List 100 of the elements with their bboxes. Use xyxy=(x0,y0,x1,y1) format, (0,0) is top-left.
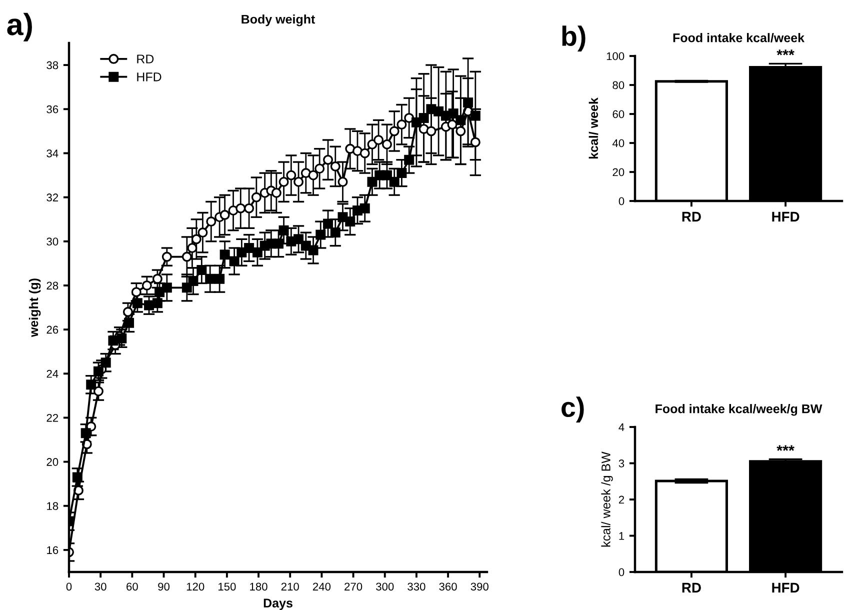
y-tick-label: 3 xyxy=(618,460,624,468)
text: b) xyxy=(562,26,586,52)
y-tick-label: 16 xyxy=(47,546,58,554)
point xyxy=(196,265,207,276)
point xyxy=(448,108,458,119)
point xyxy=(244,203,254,214)
point xyxy=(463,98,474,108)
point xyxy=(108,336,118,346)
point xyxy=(396,168,407,178)
y-tick-label: 28 xyxy=(46,282,58,290)
point xyxy=(72,472,82,482)
point xyxy=(456,115,466,126)
point xyxy=(214,274,225,284)
point xyxy=(205,274,216,284)
point xyxy=(308,245,318,256)
point xyxy=(229,256,240,266)
annotation: *** xyxy=(776,50,794,56)
point xyxy=(274,238,284,249)
x-tick-label: 30 xyxy=(94,582,106,591)
y-tick-label: 32 xyxy=(46,194,58,202)
y-axis-title: kcal/ week /g BW xyxy=(601,452,613,547)
point xyxy=(152,274,162,284)
point xyxy=(404,112,414,123)
point xyxy=(300,168,311,178)
point xyxy=(86,380,96,390)
point xyxy=(389,126,400,136)
point xyxy=(456,126,466,136)
y-tick-label: 20 xyxy=(612,168,624,176)
y-tick-label: 60 xyxy=(612,110,624,118)
point xyxy=(316,230,326,240)
y-tick-label: 26 xyxy=(46,326,58,334)
point xyxy=(330,161,340,172)
y-tick-label: 24 xyxy=(46,370,58,378)
y-tick-label: 80 xyxy=(612,81,624,90)
point xyxy=(182,252,192,262)
y-tick-label: 20 xyxy=(46,458,58,466)
point xyxy=(294,176,304,187)
x-tick-label: 360 xyxy=(439,582,457,591)
text: c) xyxy=(562,396,584,423)
point xyxy=(286,170,296,180)
point xyxy=(308,170,318,180)
y-tick-label: 38 xyxy=(46,61,58,70)
y-tick-label: 4 xyxy=(618,423,624,432)
x-tick-label: 90 xyxy=(158,582,170,591)
point xyxy=(360,203,370,214)
y-tick-label: 2 xyxy=(618,496,624,504)
point xyxy=(191,234,202,244)
point xyxy=(374,134,384,145)
y-tick-label: 36 xyxy=(46,105,58,114)
x-tick-label: 330 xyxy=(408,582,426,591)
x-tick-label: HFD xyxy=(772,582,800,592)
point xyxy=(367,176,378,187)
point xyxy=(236,203,246,214)
point xyxy=(244,242,254,253)
text: a) xyxy=(7,12,32,42)
y-tick-label: 22 xyxy=(46,414,58,422)
point xyxy=(426,126,436,136)
point xyxy=(345,216,356,227)
chart-title: Food intake kcal/week xyxy=(673,33,805,42)
point xyxy=(100,358,111,368)
point xyxy=(404,154,414,165)
point xyxy=(152,298,162,308)
y-tick-label: 34 xyxy=(46,149,58,158)
point xyxy=(382,139,392,150)
y-tick-label: 0 xyxy=(618,197,624,206)
point xyxy=(294,234,304,244)
x-tick-label: 60 xyxy=(126,582,138,591)
y-tick-label: 18 xyxy=(47,502,58,510)
point xyxy=(144,300,154,310)
point xyxy=(382,170,392,180)
x-tick-label: 150 xyxy=(218,582,236,591)
point xyxy=(252,247,262,258)
y-axis-title: weight (g) xyxy=(28,278,41,338)
point xyxy=(220,250,230,260)
point xyxy=(278,225,289,236)
x-tick-label: 180 xyxy=(250,582,268,591)
y-tick-label: 30 xyxy=(46,238,58,246)
point xyxy=(142,280,152,290)
y-tick-label: 40 xyxy=(612,139,624,148)
y-tick-label: 1 xyxy=(619,532,624,540)
point xyxy=(162,252,172,262)
x-tick-label: 390 xyxy=(470,582,488,591)
point xyxy=(470,110,480,121)
y-tick-label: 0 xyxy=(618,568,624,576)
point xyxy=(389,176,400,187)
x-tick-label: 270 xyxy=(344,582,362,591)
point xyxy=(124,318,134,328)
point xyxy=(418,112,429,123)
x-tick-label: RD xyxy=(682,582,701,592)
x-tick-label: 300 xyxy=(376,582,394,591)
point xyxy=(470,137,480,148)
point xyxy=(93,366,104,376)
point xyxy=(188,276,198,286)
point xyxy=(278,176,289,187)
x-tick-label: 120 xyxy=(186,582,204,591)
legend-label: RD xyxy=(137,54,154,64)
point xyxy=(338,176,348,187)
point xyxy=(220,210,230,220)
y-axis-title: kcal/ week xyxy=(588,98,598,159)
point xyxy=(360,148,370,158)
